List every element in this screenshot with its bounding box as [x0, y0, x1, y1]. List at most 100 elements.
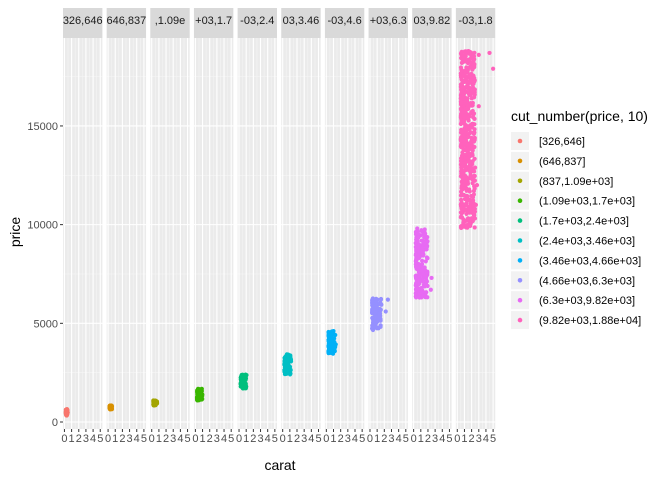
- x-tick-label: 1: [287, 433, 293, 445]
- facet-strip: [324, 8, 365, 38]
- data-point: [461, 186, 466, 191]
- data-points: [370, 296, 390, 333]
- x-tick-label: 4: [396, 433, 402, 445]
- facet-strip-label: +03,1.7: [195, 15, 232, 27]
- data-point: [326, 333, 331, 338]
- x-tick-label: 4: [177, 433, 183, 445]
- x-tick-label: 4: [134, 433, 140, 445]
- data-point: [377, 311, 382, 316]
- data-points: [413, 226, 434, 300]
- data-point: [370, 297, 375, 303]
- panel-background: [106, 38, 147, 429]
- legend-swatch: [517, 198, 523, 203]
- panel-background: [324, 38, 365, 429]
- data-point: [460, 56, 466, 61]
- data-point: [415, 243, 420, 248]
- legend-label: (9.82e+03,1.88e+04]: [539, 315, 641, 327]
- x-tick-label: 1: [156, 433, 162, 445]
- data-point: [462, 133, 467, 138]
- x-tick-label: 2: [381, 433, 387, 445]
- legend: cut_number(price, 10) [326,646] (646,837]…: [511, 108, 648, 330]
- x-tick-label: 1: [374, 433, 380, 445]
- data-point: [458, 138, 463, 143]
- facet-strip-label: -03,2.4: [240, 15, 274, 27]
- x-tick-label: 2: [425, 433, 431, 445]
- data-point: [458, 82, 464, 87]
- facet-panel: ,1.09e 0 1 2 3 4 5: [149, 8, 191, 445]
- x-tick-label: 3: [257, 433, 263, 445]
- data-point: [472, 216, 478, 221]
- data-point: [414, 295, 419, 300]
- data-point: [459, 77, 465, 82]
- y-tick-label: 10000: [27, 220, 58, 232]
- x-tick-label: 3: [476, 433, 482, 445]
- legend-label: (2.4e+03,3.46e+03]: [539, 236, 635, 248]
- data-point: [470, 55, 475, 60]
- x-tick-label: 5: [228, 433, 234, 445]
- data-point: [287, 369, 293, 374]
- data-point: [425, 235, 430, 240]
- data-point: [414, 288, 419, 293]
- data-point: [460, 176, 465, 181]
- data-point: [471, 212, 476, 217]
- facet-strip: [237, 8, 277, 38]
- data-point: [472, 173, 477, 179]
- data-point: [283, 366, 288, 372]
- data-point: [468, 100, 473, 106]
- data-point: [466, 134, 471, 140]
- data-point: [421, 240, 427, 245]
- data-point: [462, 121, 467, 126]
- data-point: [429, 275, 434, 281]
- facet-strip: [455, 8, 496, 38]
- data-point: [240, 379, 245, 384]
- data-point: [468, 111, 474, 116]
- x-tick-label: 0: [236, 433, 242, 445]
- data-point: [466, 156, 471, 162]
- facet-strip-label: 03,9.82: [414, 15, 451, 27]
- legend-swatch: [517, 158, 523, 164]
- x-tick-label: 2: [469, 433, 475, 445]
- facet-strip: [193, 8, 234, 38]
- data-point: [461, 93, 466, 98]
- legend-label: (3.46e+03,4.66e+03]: [539, 255, 641, 267]
- legend-label: (837,1.09e+03]: [539, 176, 613, 188]
- facet-panel: -03,1.8 0 1 2 3 4 5: [454, 8, 496, 445]
- data-point: [471, 188, 476, 194]
- legend-item: (2.4e+03,3.46e+03]: [511, 231, 635, 250]
- data-point: [467, 216, 472, 222]
- data-point: [458, 158, 464, 164]
- data-point: [463, 49, 468, 54]
- data-point: [470, 181, 475, 186]
- x-tick-label: 1: [199, 433, 205, 445]
- facet-strip-label: -03,1.8: [458, 15, 492, 27]
- x-tick-label: 4: [352, 433, 358, 445]
- data-point: [419, 228, 424, 233]
- x-axis-title: carat: [264, 457, 295, 473]
- data-point: [462, 52, 468, 58]
- facet-strip: [412, 8, 452, 38]
- data-point: [244, 373, 249, 378]
- panel-background: [193, 38, 234, 429]
- data-point: [374, 296, 379, 301]
- data-point: [423, 259, 428, 264]
- x-tick-label: 2: [294, 433, 300, 445]
- panel-background: [150, 38, 190, 429]
- data-point: [151, 402, 156, 408]
- legend-item: (4.66e+03,6.3e+03]: [511, 271, 635, 290]
- data-point: [375, 325, 380, 330]
- legend-swatch: [517, 317, 523, 323]
- data-point: [464, 175, 469, 180]
- x-tick-label: 5: [97, 433, 103, 445]
- data-point: [464, 84, 470, 89]
- data-point: [468, 78, 473, 83]
- facet-panel: 326,646 0 1 2 3 4 5: [61, 8, 103, 445]
- legend-label: (6.3e+03,9.82e+03]: [539, 295, 635, 307]
- data-point: [468, 74, 474, 79]
- data-point: [425, 256, 430, 261]
- data-point: [283, 360, 288, 365]
- facet-strip-label: 646,837: [106, 15, 146, 27]
- data-point: [470, 153, 475, 158]
- data-point: [471, 111, 477, 116]
- x-tick-label: 5: [141, 433, 147, 445]
- data-point: [466, 90, 471, 96]
